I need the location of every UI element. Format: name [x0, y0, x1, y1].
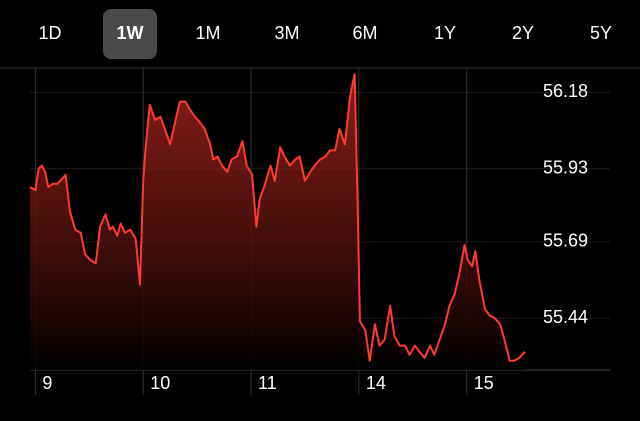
- area-fill: [30, 74, 525, 370]
- range-tabs: 1D 1W 1M 3M 6M 1Y 2Y 5Y: [38, 9, 612, 59]
- range-tab[interactable]: 3M: [274, 23, 299, 43]
- range-tab[interactable]: 5Y: [590, 23, 612, 43]
- y-tick-label: 55.93: [543, 157, 588, 177]
- y-tick-label: 56.18: [543, 81, 588, 101]
- plot: 55.44 55.69 55.93 56.18 9 10 11 14 15: [29, 68, 610, 395]
- range-tab[interactable]: 1M: [195, 23, 220, 43]
- tab-label[interactable]: 1Y: [434, 23, 456, 43]
- range-tab[interactable]: 1Y: [434, 23, 456, 43]
- tab-label[interactable]: 2Y: [512, 23, 534, 43]
- range-tab[interactable]: 2Y: [512, 23, 534, 43]
- x-tick-label: 11: [258, 373, 277, 393]
- range-tab[interactable]: 1W: [103, 9, 157, 59]
- tab-label[interactable]: 6M: [352, 23, 377, 43]
- tab-label[interactable]: 3M: [274, 23, 299, 43]
- y-tick-label: 55.69: [543, 231, 588, 251]
- tab-label[interactable]: 1W: [117, 23, 144, 43]
- selected-tab-bg[interactable]: [103, 9, 157, 59]
- range-tab[interactable]: 1D: [38, 23, 61, 43]
- x-tick-label: 15: [474, 373, 494, 393]
- tab-label[interactable]: 5Y: [590, 23, 612, 43]
- x-tick-label: 9: [42, 373, 52, 393]
- x-tick-label: 10: [150, 373, 170, 393]
- tab-label[interactable]: 1D: [38, 23, 61, 43]
- x-tick-label: 14: [366, 373, 386, 393]
- range-tab[interactable]: 6M: [352, 23, 377, 43]
- y-tick-label: 55.44: [543, 307, 588, 327]
- price-line: [29, 73, 526, 362]
- tab-label[interactable]: 1M: [195, 23, 220, 43]
